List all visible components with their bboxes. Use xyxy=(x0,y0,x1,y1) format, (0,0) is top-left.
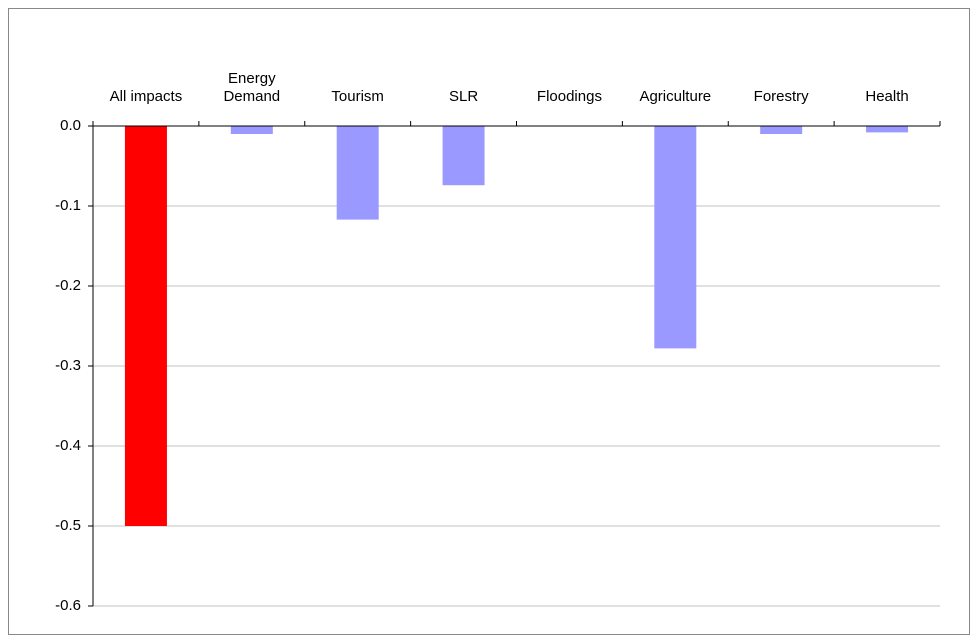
bar xyxy=(760,126,803,134)
x-tick-label: Energy Demand xyxy=(223,70,281,105)
x-tick-label: SLR xyxy=(448,88,479,105)
y-tick-label: -0.4 xyxy=(55,437,81,454)
y-tick-label: -0.5 xyxy=(55,517,81,534)
x-tick-label: All impacts xyxy=(109,88,183,105)
bar xyxy=(336,126,379,220)
y-tick-label: 0.0 xyxy=(60,117,81,134)
y-tick-label: -0.2 xyxy=(55,277,81,294)
bar xyxy=(230,126,273,134)
bar xyxy=(442,126,485,186)
bar xyxy=(654,126,697,349)
x-tick-label: Health xyxy=(865,88,909,105)
bar xyxy=(124,126,167,526)
bar xyxy=(866,126,909,133)
x-tick-label: Tourism xyxy=(331,88,384,105)
x-tick-label: Floodings xyxy=(536,88,602,105)
x-tick-label: Agriculture xyxy=(639,88,712,105)
y-tick-label: -0.1 xyxy=(55,197,81,214)
x-tick-label: Forestry xyxy=(753,88,809,105)
y-tick-label: -0.6 xyxy=(55,597,81,614)
chart-border xyxy=(8,8,970,635)
y-tick-label: -0.3 xyxy=(55,357,81,374)
